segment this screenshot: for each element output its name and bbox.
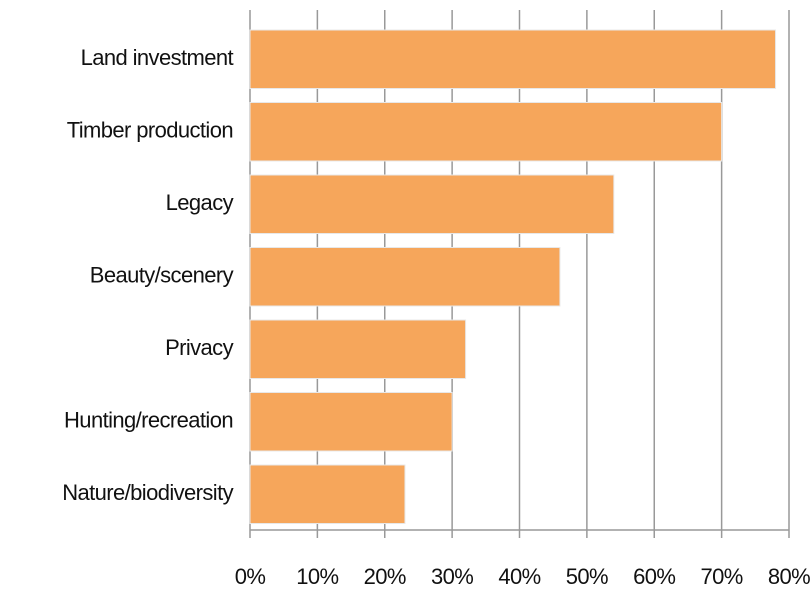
bar bbox=[249, 174, 615, 234]
x-tick-label: 80% bbox=[768, 564, 810, 589]
y-tick-label: Beauty/scenery bbox=[90, 263, 234, 288]
x-tick-label: 10% bbox=[296, 564, 338, 589]
x-tick-label: 20% bbox=[364, 564, 406, 589]
x-tick-label: 60% bbox=[633, 564, 675, 589]
y-tick-label: Nature/biodiversity bbox=[62, 480, 233, 505]
x-tick-label: 40% bbox=[498, 564, 540, 589]
x-tick-label: 70% bbox=[701, 564, 743, 589]
y-tick-label: Land investment bbox=[81, 45, 234, 70]
y-tick-label: Privacy bbox=[165, 335, 234, 360]
bar bbox=[249, 29, 777, 89]
bar bbox=[249, 319, 467, 379]
x-tick-label: 50% bbox=[566, 564, 608, 589]
x-tick-label: 0% bbox=[235, 564, 266, 589]
bar bbox=[249, 464, 406, 524]
y-tick-label: Legacy bbox=[166, 190, 234, 215]
bar bbox=[249, 102, 723, 162]
y-tick-label: Hunting/recreation bbox=[64, 408, 233, 433]
y-tick-label: Timber production bbox=[67, 118, 233, 143]
x-tick-label: 30% bbox=[431, 564, 473, 589]
bar bbox=[249, 247, 561, 307]
bar bbox=[249, 392, 453, 452]
